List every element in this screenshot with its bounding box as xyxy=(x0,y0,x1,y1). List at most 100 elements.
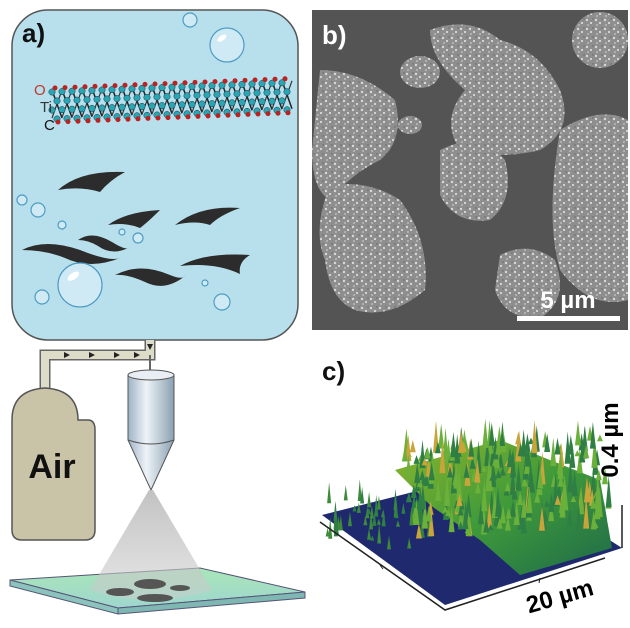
deposit xyxy=(106,588,134,596)
spike xyxy=(410,440,416,452)
atom xyxy=(79,106,85,112)
atom xyxy=(86,118,91,123)
spike xyxy=(450,432,456,458)
panel-b: b) 5 µm xyxy=(312,10,628,330)
atom xyxy=(94,96,100,102)
atom-label: Ti xyxy=(40,99,52,116)
atom xyxy=(219,100,225,106)
atom xyxy=(104,96,110,102)
nozzle xyxy=(128,375,174,490)
spike xyxy=(367,492,371,507)
bubble xyxy=(210,28,244,62)
bubble xyxy=(17,195,27,205)
atom xyxy=(96,118,101,123)
container xyxy=(12,10,298,340)
atom xyxy=(89,105,95,111)
atom xyxy=(186,114,191,119)
atom xyxy=(99,105,105,111)
bubble xyxy=(119,229,125,235)
atom xyxy=(226,113,231,118)
atom xyxy=(239,99,245,105)
panel-label: a) xyxy=(22,18,45,48)
atom xyxy=(253,78,258,83)
atom xyxy=(166,115,171,120)
bubble xyxy=(183,13,197,27)
atom xyxy=(189,101,195,107)
spike xyxy=(482,419,488,448)
atom xyxy=(153,82,158,87)
bubble xyxy=(202,280,208,286)
spike xyxy=(438,424,444,449)
atom xyxy=(236,112,241,117)
atom xyxy=(283,76,288,81)
deposit xyxy=(134,579,166,589)
atom xyxy=(244,90,250,96)
atom xyxy=(134,95,140,101)
atom-label: C xyxy=(44,117,55,134)
atom xyxy=(199,101,205,107)
atom xyxy=(193,80,198,85)
atom xyxy=(263,77,268,82)
atom xyxy=(184,93,190,99)
atom xyxy=(113,83,118,88)
atom xyxy=(149,103,155,109)
island xyxy=(398,116,422,134)
deposit xyxy=(170,585,190,591)
atom xyxy=(154,94,160,100)
atom xyxy=(264,89,270,95)
atom xyxy=(183,80,188,85)
atom xyxy=(276,111,281,116)
atom xyxy=(106,118,111,123)
atom xyxy=(274,89,280,95)
atom xyxy=(286,110,291,115)
atom xyxy=(126,117,131,122)
atom xyxy=(174,93,180,99)
atom xyxy=(223,79,228,84)
spike xyxy=(575,421,581,446)
spike xyxy=(327,482,331,503)
atom xyxy=(224,91,230,97)
atom xyxy=(209,100,215,106)
bubble xyxy=(31,203,45,217)
bubble xyxy=(133,233,143,243)
atom xyxy=(146,116,151,121)
atom xyxy=(114,95,120,101)
atom xyxy=(93,84,98,89)
atom xyxy=(233,78,238,83)
atom xyxy=(116,117,121,122)
atom xyxy=(256,112,261,117)
atom xyxy=(196,114,201,119)
panel-c: c) 0.4 µm 20 µm xyxy=(320,356,624,619)
atom xyxy=(84,97,90,103)
atom xyxy=(169,102,175,108)
atom xyxy=(203,80,208,85)
panel-a: a) O Ti C Air xyxy=(10,10,305,614)
atom xyxy=(66,119,71,124)
atom xyxy=(56,120,61,125)
atom-label: O xyxy=(34,82,46,99)
atom xyxy=(229,100,235,106)
atom xyxy=(133,82,138,87)
atom xyxy=(109,104,115,110)
atom xyxy=(143,82,148,87)
atom xyxy=(119,104,125,110)
atom xyxy=(206,114,211,119)
panel-label: b) xyxy=(322,20,347,50)
atom xyxy=(53,86,58,91)
atom xyxy=(129,104,135,110)
island xyxy=(440,142,508,221)
atom xyxy=(273,77,278,82)
deposit xyxy=(137,594,173,602)
atom xyxy=(83,84,88,89)
island xyxy=(572,12,628,68)
atom xyxy=(269,98,275,104)
panel-label: c) xyxy=(322,356,345,386)
atom xyxy=(194,92,200,98)
atom xyxy=(136,116,141,121)
atom xyxy=(254,90,260,96)
atom xyxy=(214,91,220,97)
bubble xyxy=(214,294,230,310)
atom xyxy=(266,111,271,116)
atom xyxy=(73,85,78,90)
spike xyxy=(344,485,348,500)
